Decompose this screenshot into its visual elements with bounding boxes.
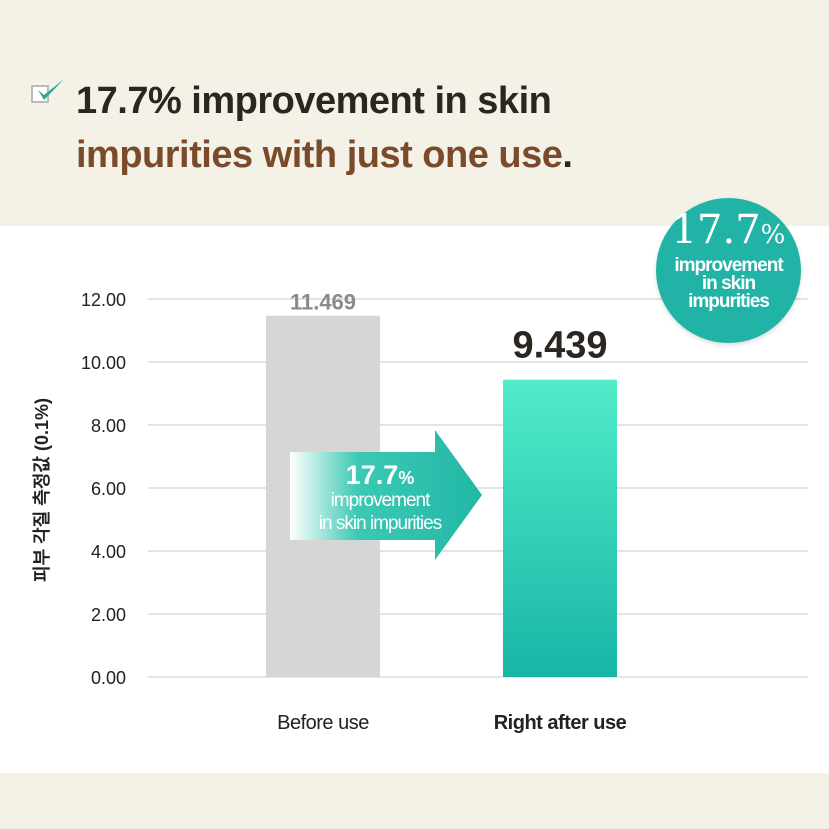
- improvement-arrow: 17.7% improvement in skin impurities: [290, 430, 482, 560]
- arrow-percent: %: [398, 468, 414, 488]
- badge-text-2: in skin: [701, 273, 756, 294]
- arrow-text-2: in skin impurities: [319, 513, 442, 534]
- headline-line-1: 17.7% improvement in skin: [76, 80, 552, 122]
- checkbox-check-icon: [31, 79, 64, 103]
- badge-text-3: impurities: [688, 291, 770, 312]
- svg-text:17.7%: 17.7%: [346, 460, 415, 490]
- arrow-number: 17.7: [346, 460, 399, 490]
- headline-period: .: [562, 134, 573, 176]
- arrow-text-1: improvement: [331, 490, 432, 511]
- headline-highlight: impurities with just one use: [76, 134, 563, 176]
- data-label: 9.439: [512, 325, 607, 367]
- badge-number: 17.7: [671, 207, 761, 253]
- y-tick-label: 10.00: [81, 353, 126, 373]
- improvement-badge: 17.7% improvement in skin impurities: [656, 198, 801, 343]
- x-category-label: Before use: [277, 712, 369, 734]
- badge-text-1: improvement: [674, 255, 783, 276]
- badge-percent: %: [760, 220, 786, 250]
- y-tick-label: 0.00: [91, 668, 126, 688]
- y-tick-label: 8.00: [91, 416, 126, 436]
- y-tick-label: 12.00: [81, 290, 126, 310]
- y-tick-label: 2.00: [91, 605, 126, 625]
- y-axis-label: 피부 각질 측정값 (0.1%): [32, 398, 52, 582]
- x-category-label: Right after use: [494, 712, 627, 734]
- y-tick-label: 4.00: [91, 542, 126, 562]
- data-label: 11.469: [290, 290, 356, 315]
- bar-after: [503, 379, 617, 677]
- headline-line-2: impurities with just one use.: [76, 134, 573, 177]
- y-tick-label: 6.00: [91, 479, 126, 499]
